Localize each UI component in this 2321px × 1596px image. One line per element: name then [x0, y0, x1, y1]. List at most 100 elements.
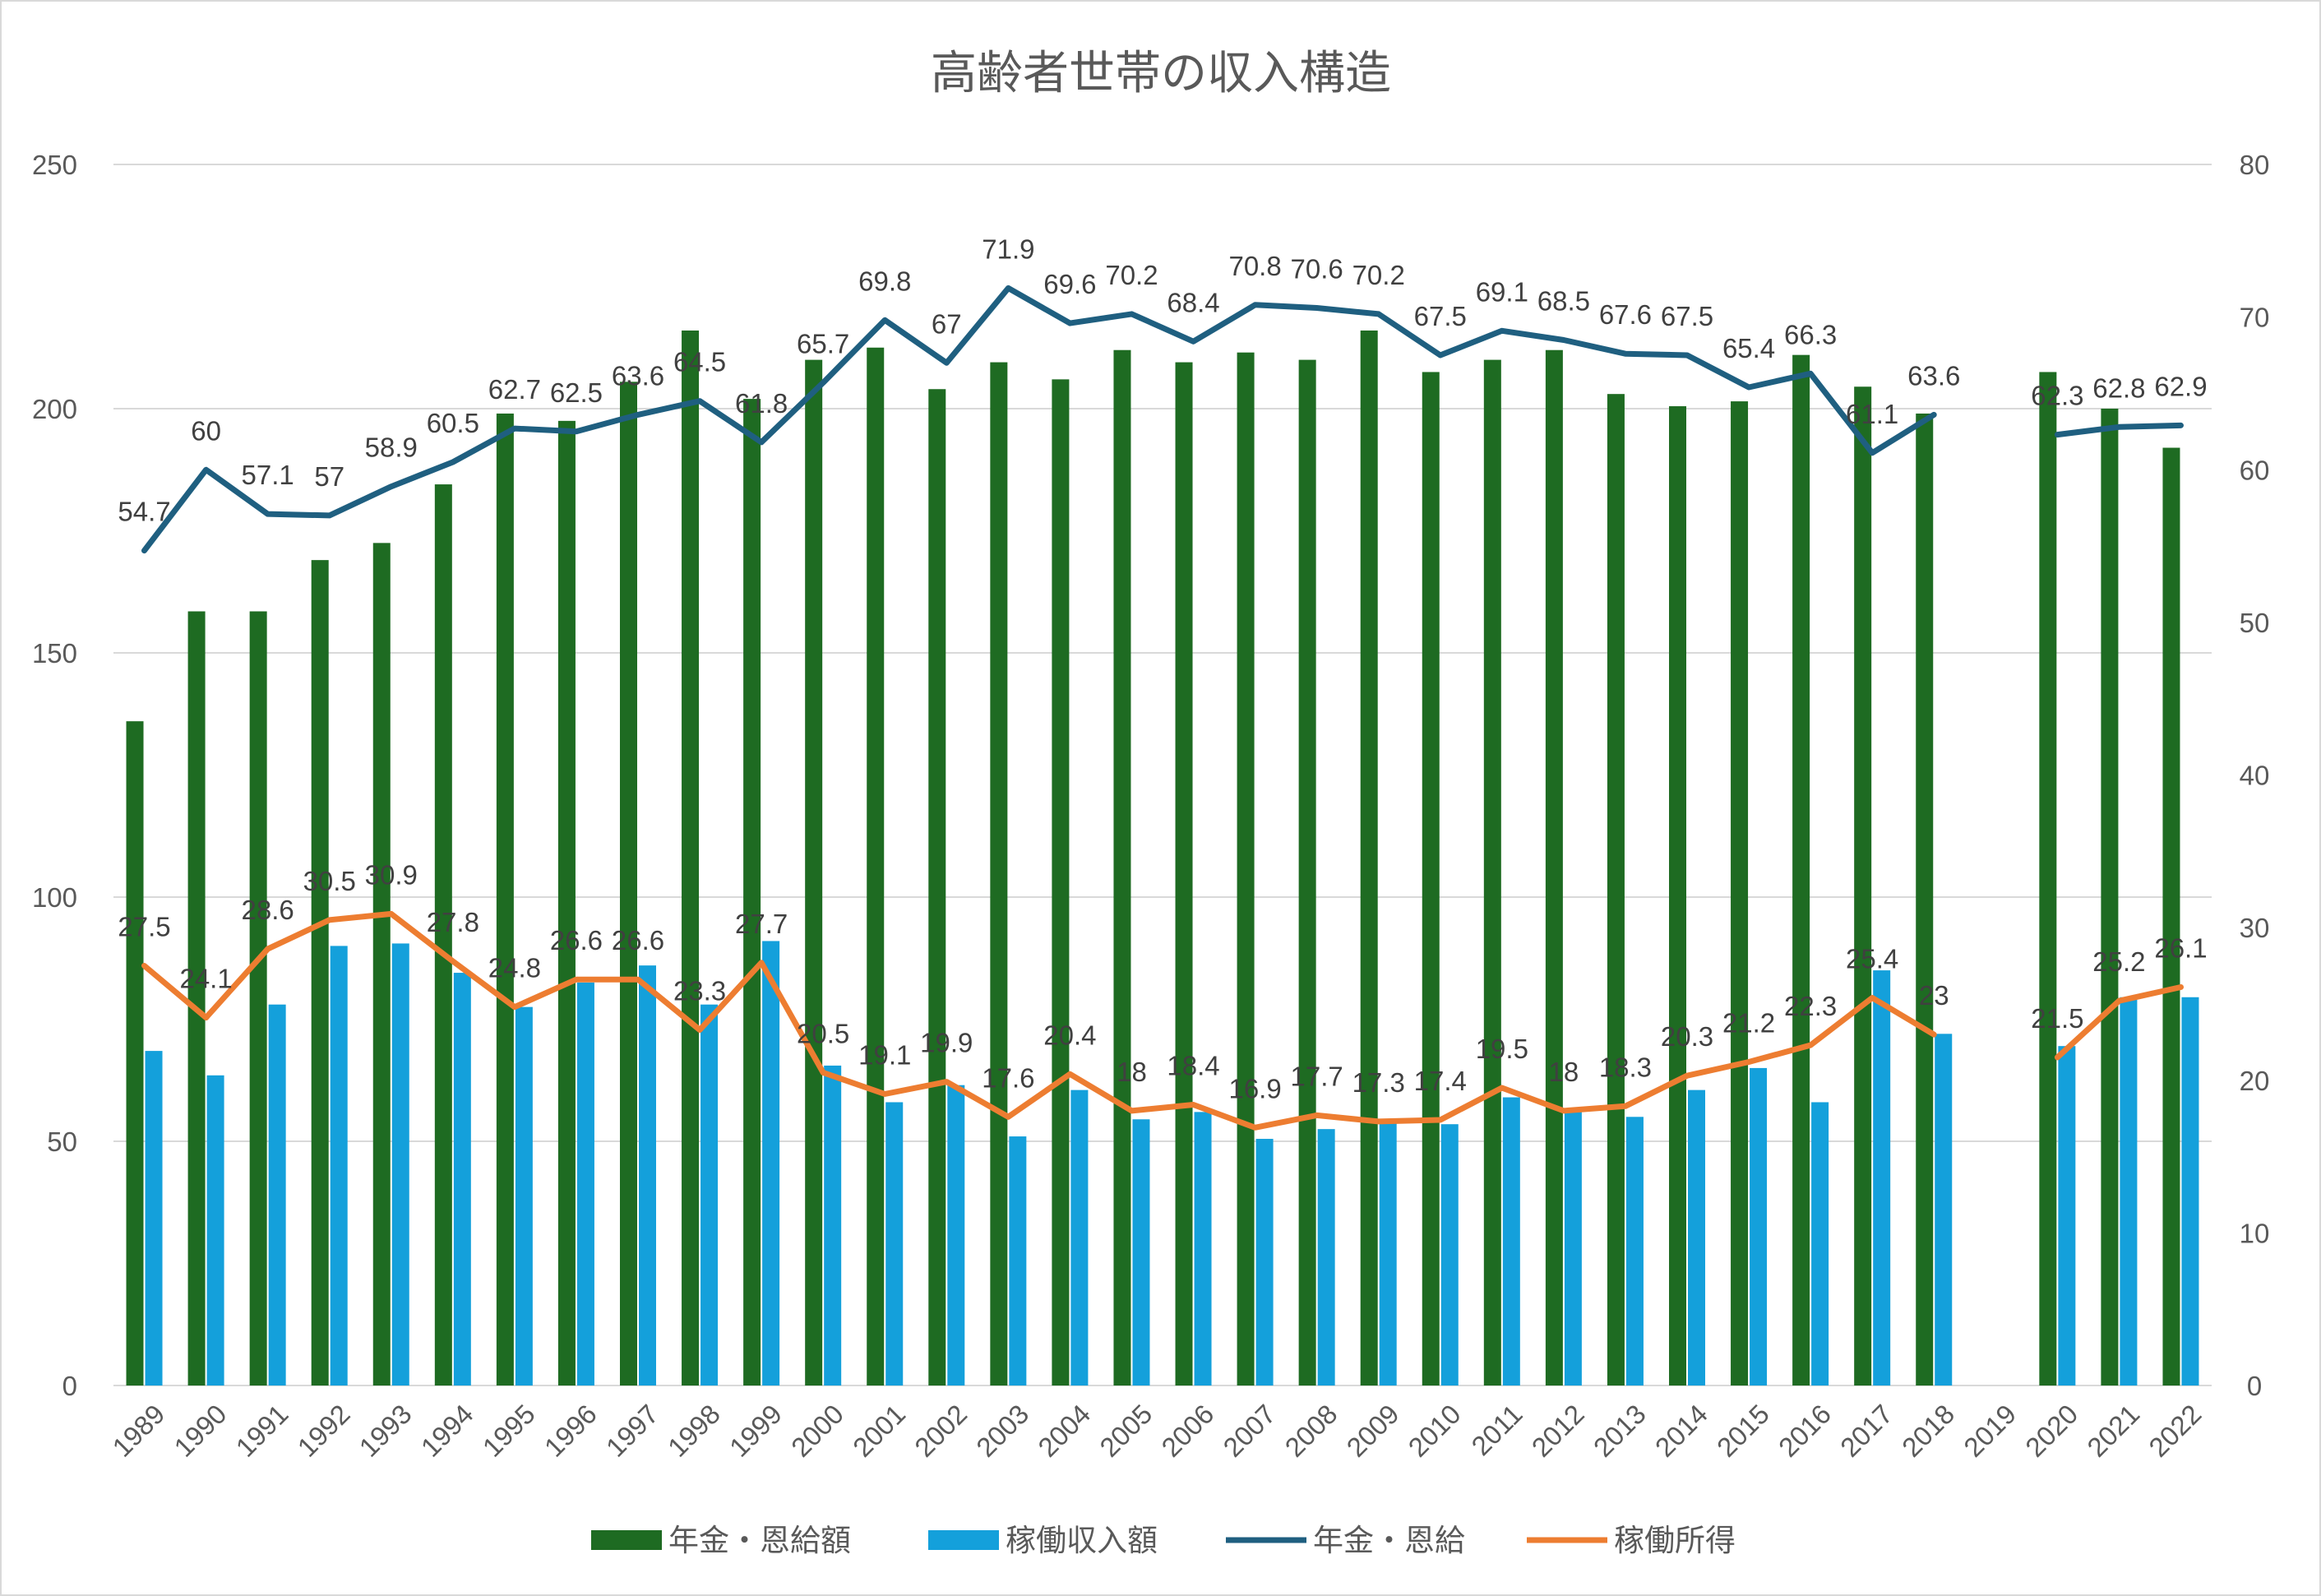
bar-earnings	[1502, 1097, 1520, 1386]
data-label: 65.4	[1722, 333, 1775, 363]
data-label: 63.6	[612, 360, 664, 391]
bar-earnings	[2058, 1046, 2076, 1386]
data-label: 65.7	[797, 328, 849, 359]
bar-pension	[1052, 379, 1070, 1386]
bar-pension	[743, 399, 761, 1386]
bar-earnings	[885, 1102, 904, 1386]
bar-pension	[557, 420, 576, 1386]
data-label: 25.4	[1846, 944, 1898, 974]
bar-pension	[1792, 354, 1810, 1386]
data-label: 22.3	[1784, 991, 1837, 1021]
data-label: 69.6	[1043, 269, 1096, 299]
category-label: 1995	[477, 1399, 541, 1463]
data-label: 62.8	[2092, 372, 2145, 403]
line-series	[141, 285, 2184, 1131]
data-label: 68.5	[1537, 285, 1590, 316]
bar-earnings	[1935, 1034, 1953, 1386]
category-label: 2002	[909, 1399, 973, 1463]
bar-earnings	[1688, 1089, 1705, 1386]
category-label: 1993	[354, 1399, 418, 1463]
data-label: 28.6	[242, 895, 294, 925]
bar-earnings	[1811, 1102, 1829, 1386]
bar-pension	[496, 413, 514, 1386]
legend-label: 稼働所得	[1614, 1523, 1736, 1558]
bar-earnings	[453, 973, 471, 1386]
category-axis: 1989199019911992199319941995199619971998…	[106, 1399, 2207, 1463]
bar-pension	[682, 330, 700, 1386]
bar-pension	[126, 721, 144, 1386]
data-label: 17.7	[1291, 1061, 1343, 1091]
category-label: 2003	[970, 1399, 1034, 1463]
category-label: 1989	[106, 1399, 170, 1463]
data-label: 60	[191, 415, 221, 446]
category-label: 1992	[292, 1399, 356, 1463]
category-label: 2012	[1526, 1399, 1590, 1463]
earnings-ratio-line	[141, 910, 2184, 1131]
legend-label: 稼働収入額	[1006, 1523, 1158, 1558]
data-label: 67.5	[1414, 301, 1467, 331]
data-label: 70.2	[1105, 260, 1158, 290]
bar-earnings	[1194, 1112, 1212, 1386]
data-label: 24.1	[179, 964, 232, 994]
data-label: 17.6	[982, 1062, 1034, 1093]
left-axis-tick-label: 250	[32, 150, 77, 180]
category-label: 1998	[662, 1399, 726, 1463]
bar-pension	[1298, 359, 1316, 1386]
bar-earnings	[639, 965, 656, 1386]
chart-title: 高齢者世帯の収入構造	[931, 47, 1391, 100]
right-axis-tick-label: 80	[2240, 150, 2270, 180]
bar-earnings	[1132, 1119, 1150, 1386]
data-label: 69.1	[1476, 276, 1528, 307]
data-label: 19.9	[920, 1028, 973, 1058]
bar-earnings	[1379, 1122, 1397, 1386]
data-label: 68.4	[1167, 287, 1219, 317]
category-label: 2018	[1896, 1399, 1960, 1463]
bar-earnings	[576, 982, 594, 1386]
bar-pension	[928, 389, 946, 1386]
bar-earnings	[330, 946, 348, 1386]
data-label: 21.2	[1722, 1007, 1775, 1038]
category-label: 2001	[847, 1399, 911, 1463]
bar-pension	[1669, 406, 1686, 1386]
right-axis-tick-label: 10	[2240, 1218, 2270, 1248]
data-label: 21.5	[2031, 1003, 2083, 1034]
bar-earnings	[1873, 970, 1891, 1386]
category-label: 2022	[2143, 1399, 2207, 1463]
bar-pension	[1360, 330, 1378, 1386]
data-labels: 54.7 60 57.1 57 58.9 60.5 62.7 62.5 63.6 64.5 61.8…	[118, 234, 2207, 1103]
data-label: 24.8	[488, 953, 541, 983]
bar-pension	[2162, 447, 2180, 1386]
category-label: 2009	[1341, 1399, 1405, 1463]
data-label: 62.3	[2031, 381, 2083, 411]
left-axis-tick-label: 0	[62, 1371, 77, 1401]
data-label: 64.5	[673, 347, 726, 377]
bar-pension	[1237, 352, 1255, 1386]
data-label: 18	[1117, 1057, 1147, 1087]
category-label: 2016	[1773, 1399, 1837, 1463]
right-axis-tick-label: 60	[2240, 455, 2270, 485]
pension-ratio-line	[141, 285, 2184, 554]
bar-earnings	[2181, 997, 2199, 1386]
left-axis-ticks: 0 50 100 150 200 250	[32, 150, 77, 1401]
data-label: 61.8	[735, 388, 788, 419]
bar-earnings	[762, 941, 780, 1386]
bar-earnings	[1317, 1129, 1335, 1386]
data-label: 62.5	[550, 377, 603, 408]
category-label: 2014	[1649, 1399, 1713, 1463]
category-label: 1997	[600, 1399, 664, 1463]
legend-label: 年金・恩給	[1313, 1523, 1465, 1558]
data-label: 57	[314, 461, 344, 492]
bar-pension	[1854, 386, 1872, 1386]
bar-earnings	[1625, 1117, 1644, 1386]
legend-label: 年金・恩給額	[668, 1523, 851, 1558]
bar-earnings	[1564, 1112, 1582, 1386]
right-axis-ticks: 0 10 20 30 40 50 60 70 80	[2240, 150, 2270, 1401]
data-label: 19.1	[858, 1039, 911, 1070]
bar-pension	[311, 560, 329, 1386]
category-label: 1994	[415, 1399, 479, 1463]
right-axis-tick-label: 50	[2240, 608, 2270, 638]
data-label: 71.9	[982, 234, 1034, 264]
category-label: 2006	[1155, 1399, 1219, 1463]
